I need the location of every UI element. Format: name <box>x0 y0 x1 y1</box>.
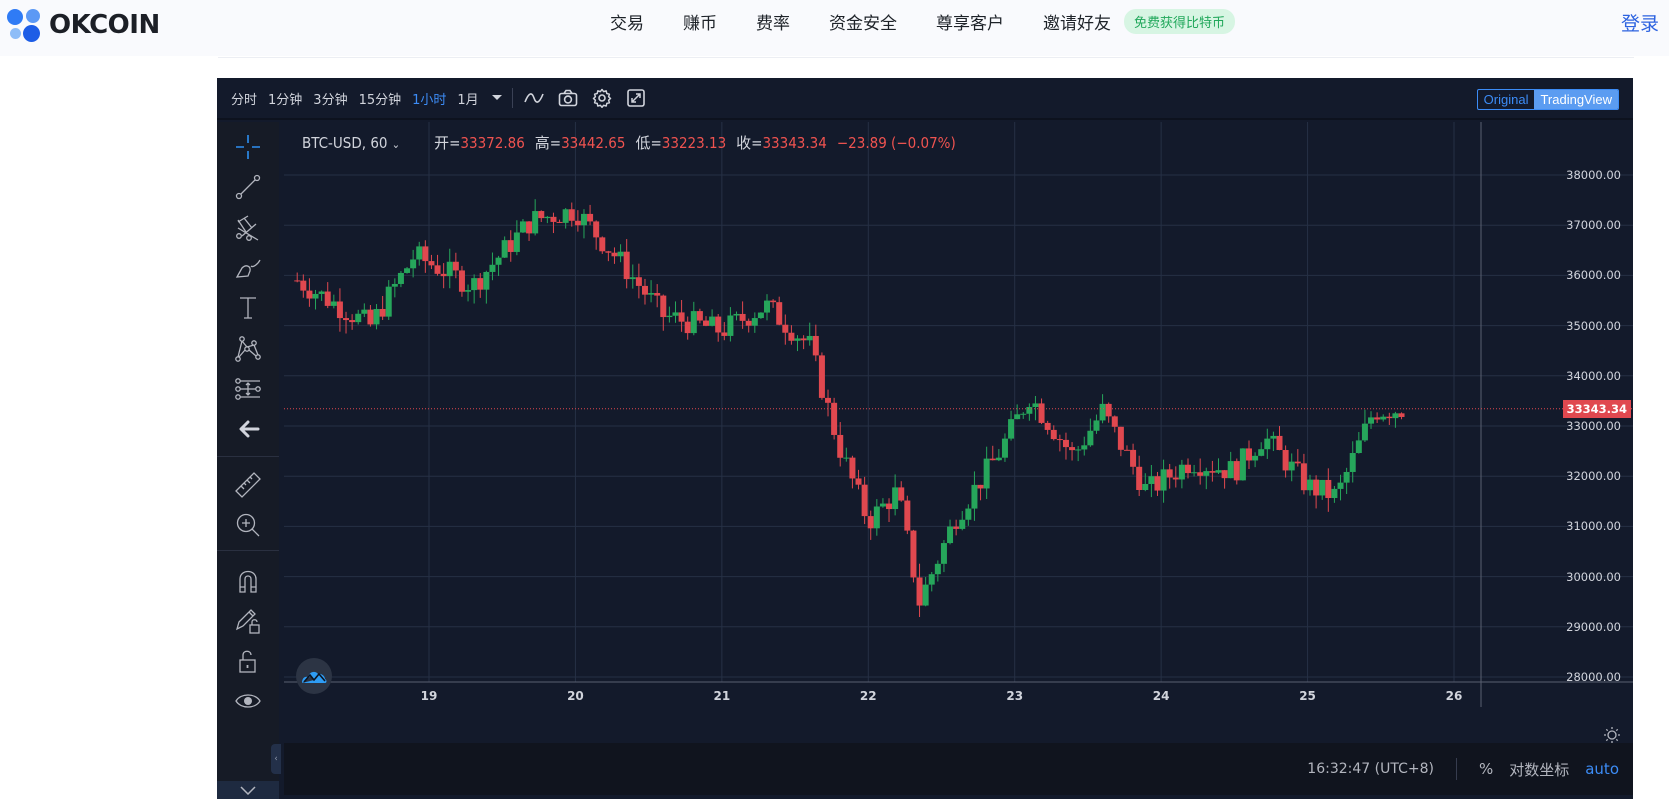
close-label: 收= <box>736 134 763 152</box>
percent-scale-toggle[interactable]: % <box>1478 760 1494 778</box>
time-tick-label: 20 <box>567 689 584 703</box>
price-tick-label: 29000.00 <box>1566 619 1621 634</box>
interval-1h[interactable]: 1小时 <box>412 92 447 108</box>
interval-1m[interactable]: 1分钟 <box>268 92 303 108</box>
eye-icon[interactable] <box>231 684 265 718</box>
time-tick-label: 25 <box>1299 689 1316 703</box>
login-link[interactable]: 登录 <box>1620 13 1659 35</box>
price-tick-label: 36000.00 <box>1566 268 1621 283</box>
high-value: 33442.65 <box>561 133 626 152</box>
open-label: 开= <box>434 134 461 152</box>
price-tick-label: 30000.00 <box>1566 569 1621 584</box>
logo-mark-icon <box>7 7 43 43</box>
interval-3m[interactable]: 3分钟 <box>313 92 348 108</box>
nav-fees[interactable]: 费率 <box>756 14 790 34</box>
time-tick-label: 22 <box>859 689 877 703</box>
auto-scale-toggle[interactable]: auto <box>1585 760 1619 778</box>
brush-icon[interactable] <box>231 251 265 285</box>
price-tick-label: 37000.00 <box>1566 218 1621 233</box>
mode-tradingview-button[interactable]: TradingView <box>1534 90 1618 109</box>
nav-invite[interactable]: 邀请好友 <box>1043 14 1111 34</box>
chart-widget: 分时 1分钟 3分钟 15分钟 1小时 1月 Original TradingV… <box>217 78 1633 799</box>
drawing-toolbar: ‹ <box>217 122 281 799</box>
lock-drawing-icon[interactable] <box>231 604 265 638</box>
candlestick-chart[interactable] <box>284 122 1633 742</box>
tradingview-logo-icon[interactable] <box>296 658 332 694</box>
crosshair-icon[interactable] <box>231 130 265 164</box>
price-tick-label: 35000.00 <box>1566 318 1621 333</box>
interval-1mo[interactable]: 1月 <box>457 92 479 108</box>
pitchfork-icon[interactable] <box>231 211 265 245</box>
fullscreen-icon[interactable] <box>625 87 647 109</box>
price-tick-label: 34000.00 <box>1566 368 1621 383</box>
okcoin-logo[interactable]: OKCOIN <box>7 7 160 43</box>
interval-dropdown-icon[interactable] <box>490 87 504 109</box>
open-value: 33372.86 <box>460 133 525 152</box>
bottom-separator <box>1455 758 1457 780</box>
ohlc-legend: BTC-USD, 60 ⌄ 开= 33372.86 高= 33442.65 低= 33… <box>302 132 956 153</box>
promo-badge[interactable]: 免费获得比特币 <box>1124 9 1236 34</box>
nav-trade[interactable]: 交易 <box>610 14 644 34</box>
unlock-icon[interactable] <box>231 644 265 678</box>
current-price-badge: 33343.34 <box>1562 399 1631 418</box>
clock-time: 16:32:47 (UTC+8) <box>1307 761 1434 777</box>
header-divider <box>218 57 1634 58</box>
close-value: 33343.34 <box>762 133 827 152</box>
camera-icon[interactable] <box>557 87 579 109</box>
mode-original-button[interactable]: Original <box>1483 92 1529 107</box>
log-scale-toggle[interactable]: 对数坐标 <box>1509 760 1570 779</box>
chevron-down-icon: ⌄ <box>391 137 401 151</box>
indicator-wave-icon[interactable] <box>523 87 545 109</box>
price-tick-label: 31000.00 <box>1566 519 1621 534</box>
collapse-toolbar-handle[interactable]: ‹ <box>271 744 281 774</box>
change-value: −23.89 (−0.07%) <box>836 133 956 152</box>
chart-pane[interactable]: BTC-USD, 60 ⌄ 开= 33372.86 高= 33442.65 低= 33… <box>284 122 1633 799</box>
logo-text: OKCOIN <box>49 10 160 40</box>
toolbar-separator <box>511 88 513 108</box>
magnet-icon[interactable] <box>231 564 265 598</box>
settings-gear-icon[interactable] <box>591 87 613 109</box>
zoom-in-icon[interactable] <box>231 508 265 542</box>
time-tick-label: 21 <box>713 689 731 703</box>
more-tools-chevron-icon[interactable] <box>217 781 279 799</box>
price-tick-label: 33000.00 <box>1566 419 1621 433</box>
time-tick-label: 26 <box>1445 689 1463 703</box>
chart-toolbar: 分时 1分钟 3分钟 15分钟 1小时 1月 Original TradingV… <box>217 78 1633 120</box>
tool-divider <box>217 550 279 551</box>
time-tick-label: 23 <box>1006 689 1024 703</box>
main-nav: 交易 赚币 费率 资金安全 尊享客户 邀请好友 免费获得比特币 <box>610 9 1236 34</box>
price-tick-label: 38000.00 <box>1566 168 1621 182</box>
axis-settings-icon[interactable] <box>1603 726 1621 748</box>
tool-divider <box>217 456 279 457</box>
symbol-selector[interactable]: BTC-USD, 60 ⌄ <box>302 134 400 152</box>
time-tick-label: 24 <box>1152 689 1170 703</box>
prediction-icon[interactable] <box>231 372 265 406</box>
nav-earn[interactable]: 赚币 <box>683 14 717 34</box>
time-tick-label: 19 <box>420 689 438 703</box>
nav-security[interactable]: 资金安全 <box>829 14 897 34</box>
interval-15m[interactable]: 15分钟 <box>358 92 402 108</box>
text-icon[interactable] <box>231 291 265 325</box>
symbol-label: BTC-USD, 60 <box>302 133 388 152</box>
pattern-icon[interactable] <box>231 332 265 366</box>
chart-mode-switch: Original TradingView <box>1476 89 1619 110</box>
trend-line-icon[interactable] <box>231 170 265 204</box>
top-navbar: OKCOIN 交易 赚币 费率 资金安全 尊享客户 邀请好友 免费获得比特币 登… <box>0 0 1669 56</box>
low-value: 33223.13 <box>661 133 727 152</box>
chart-bottom-bar: 16:32:47 (UTC+8) % 对数坐标 auto <box>284 738 1633 799</box>
back-arrow-icon[interactable] <box>231 412 265 446</box>
interval-timeline[interactable]: 分时 <box>231 92 258 108</box>
nav-vip[interactable]: 尊享客户 <box>936 14 1004 34</box>
high-label: 高= <box>534 134 562 152</box>
price-tick-label: 28000.00 <box>1566 670 1621 684</box>
low-label: 低= <box>635 134 662 152</box>
price-tick-label: 32000.00 <box>1566 469 1621 484</box>
ruler-icon[interactable] <box>231 468 265 502</box>
